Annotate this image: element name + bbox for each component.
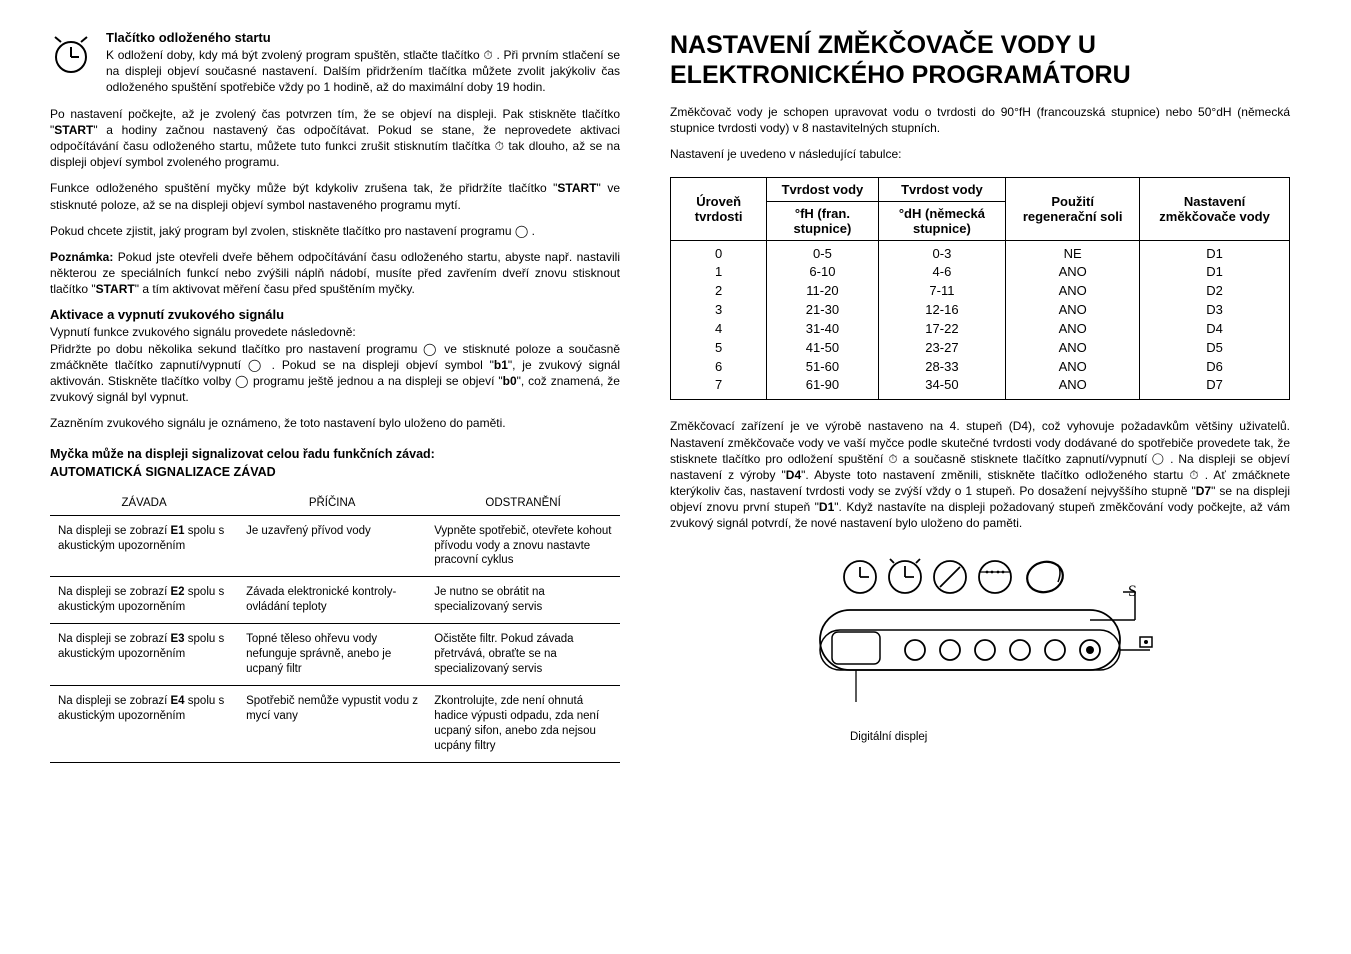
fault-header: ODSTRANĚNÍ: [426, 491, 620, 516]
s2-title: Aktivace a vypnutí zvukového signálu: [50, 307, 620, 322]
s1-p2: Po nastavení počkejte, až je zvolený čas…: [50, 106, 620, 171]
section-delayed-start: Tlačítko odloženého startu K odložení do…: [50, 30, 620, 297]
left-column: Tlačítko odloženého startu K odložení do…: [50, 30, 620, 924]
main-heading: NASTAVENÍ ZMĚKČOVAČE VODY UELEKTRONICKÉH…: [670, 30, 1290, 90]
fault-table: ZÁVADA PŘÍČINA ODSTRANĚNÍ Na displeji se…: [50, 491, 620, 763]
table-row: Na displeji se zobrazí E3 spolu s akusti…: [50, 624, 620, 686]
intro-para: Změkčovač vody je schopen upravovat vodu…: [670, 104, 1290, 136]
fault-header: PŘÍČINA: [238, 491, 426, 516]
s1-title: Tlačítko odloženého startu: [50, 30, 620, 45]
hardness-table: Úroveň tvrdosti Tvrdost vody Tvrdost vod…: [670, 177, 1290, 401]
fault-intro: Myčka může na displeji signalizovat celo…: [50, 447, 620, 461]
softener-para: Změkčovací zařízení je ve výrobě nastave…: [670, 418, 1290, 531]
digital-display-label: Digitální displej: [850, 731, 1290, 743]
clock-delay-icon: [50, 34, 92, 81]
s2-p1: Vypnutí funkce zvukového signálu provede…: [50, 324, 620, 340]
table-row: Na displeji se zobrazí E1 spolu s akusti…: [50, 515, 620, 577]
table-row: Na displeji se zobrazí E4 spolu s akusti…: [50, 686, 620, 763]
svg-text:S: S: [1128, 583, 1137, 600]
section-sound-signal: Aktivace a vypnutí zvukového signálu Vyp…: [50, 307, 620, 431]
s1-p5: Poznámka: Pokud jste otevřeli dveře běhe…: [50, 249, 620, 298]
s1-p4: Pokud chcete zjistit, jaký program byl z…: [50, 223, 620, 239]
s1-p3: Funkce odloženého spuštění myčky může bý…: [50, 180, 620, 212]
s2-p3: Zazněním zvukového signálu je oznámeno, …: [50, 415, 620, 431]
fault-heading: AUTOMATICKÁ SIGNALIZACE ZÁVAD: [50, 465, 620, 479]
fault-header: ZÁVADA: [50, 491, 238, 516]
control-panel-illustration: S Digitální displej: [670, 552, 1290, 743]
table-row: Na displeji se zobrazí E2 spolu s akusti…: [50, 577, 620, 624]
intro2: Nastavení je uvedeno v následující tabul…: [670, 146, 1290, 162]
right-column: NASTAVENÍ ZMĚKČOVAČE VODY UELEKTRONICKÉH…: [670, 30, 1290, 924]
s2-p2: Přidržte po dobu několika sekund tlačítk…: [50, 341, 620, 406]
s1-p1: K odložení doby, kdy má být zvolený prog…: [50, 47, 620, 96]
table-row: 012345670-56-1011-2021-3031-4041-5051-60…: [671, 240, 1290, 400]
